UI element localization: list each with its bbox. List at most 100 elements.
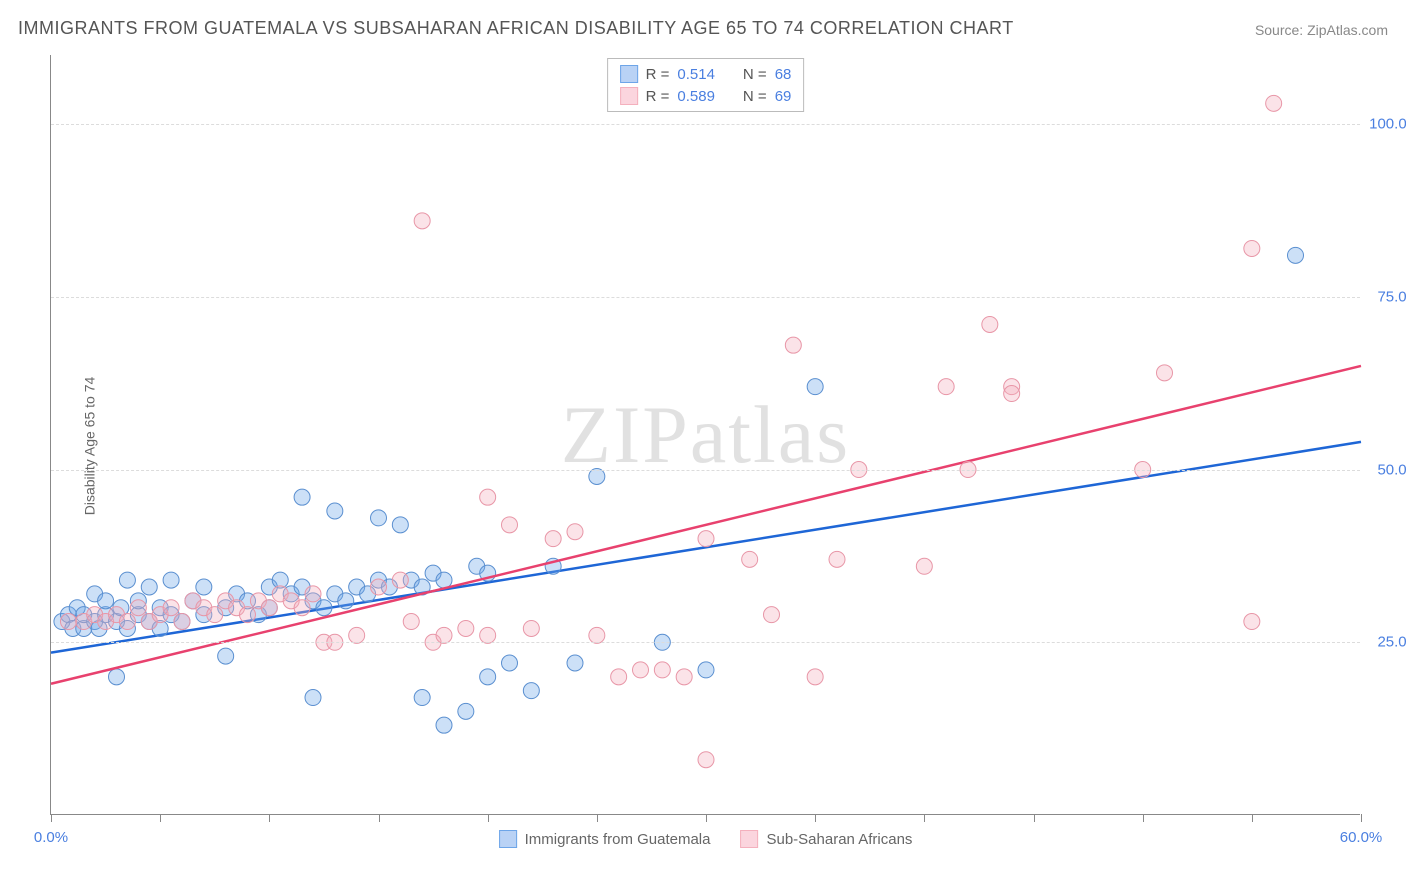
data-point — [458, 620, 474, 636]
n-value: 68 — [775, 66, 792, 83]
data-point — [305, 690, 321, 706]
x-tick — [706, 814, 707, 822]
data-point — [414, 690, 430, 706]
source-label: Source: ZipAtlas.com — [1255, 22, 1388, 38]
data-point — [294, 600, 310, 616]
data-point — [119, 572, 135, 588]
data-point — [392, 572, 408, 588]
legend-correlation-row: R =0.514N =68 — [620, 63, 792, 85]
x-tick — [160, 814, 161, 822]
x-tick — [924, 814, 925, 822]
gridline-h — [51, 642, 1360, 643]
legend-swatch — [740, 830, 758, 848]
x-tick — [488, 814, 489, 822]
legend-correlation-row: R = 0.589 N = 69 — [620, 85, 792, 107]
legend-series-label: Sub-Saharan Africans — [766, 831, 912, 848]
x-tick — [1143, 814, 1144, 822]
data-point — [98, 593, 114, 609]
data-point — [371, 579, 387, 595]
data-point — [1288, 247, 1304, 263]
legend-series: Immigrants from Guatemala Sub-Saharan Afr… — [499, 830, 913, 848]
data-point — [611, 669, 627, 685]
legend-series-entry: Sub-Saharan Africans — [740, 830, 912, 848]
legend-correlation: R = 0.514 N = 68 R = 0.589 N = 69 — [607, 58, 805, 112]
data-point — [785, 337, 801, 353]
data-point — [436, 717, 452, 733]
y-tick-label: 50.0% — [1377, 461, 1406, 478]
legend-series-label: Immigrants from Guatemala — [525, 831, 711, 848]
gridline-h — [51, 470, 1360, 471]
data-point — [1157, 365, 1173, 381]
data-point — [676, 669, 692, 685]
data-point — [436, 627, 452, 643]
gridline-h — [51, 124, 1360, 125]
chart-container: IMMIGRANTS FROM GUATEMALA VS SUBSAHARAN … — [0, 0, 1406, 892]
x-tick — [51, 814, 52, 822]
y-tick-label: 75.0% — [1377, 288, 1406, 305]
data-point — [261, 600, 277, 616]
x-tick — [1034, 814, 1035, 822]
data-point — [1004, 386, 1020, 402]
plot-svg — [51, 55, 1360, 814]
data-point — [109, 669, 125, 685]
plot-area: ZIPatlas R =0.514N =68R =0.589N =69 Immi… — [50, 55, 1360, 815]
data-point — [414, 213, 430, 229]
data-point — [480, 669, 496, 685]
data-point — [196, 579, 212, 595]
x-tick — [379, 814, 380, 822]
data-point — [371, 510, 387, 526]
data-point — [589, 468, 605, 484]
data-point — [480, 489, 496, 505]
data-point — [338, 593, 354, 609]
data-point — [327, 503, 343, 519]
data-point — [141, 579, 157, 595]
r-value: 0.589 — [677, 88, 715, 105]
data-point — [294, 489, 310, 505]
data-point — [502, 517, 518, 533]
y-tick-label: 25.0% — [1377, 634, 1406, 651]
data-point — [1266, 95, 1282, 111]
data-point — [174, 614, 190, 630]
data-point — [240, 607, 256, 623]
data-point — [916, 558, 932, 574]
gridline-h — [51, 297, 1360, 298]
legend-swatch — [499, 830, 517, 848]
x-tick — [1361, 814, 1362, 822]
data-point — [436, 572, 452, 588]
data-point — [316, 600, 332, 616]
data-point — [698, 662, 714, 678]
data-point — [589, 627, 605, 643]
r-label: R = — [646, 88, 670, 105]
data-point — [938, 379, 954, 395]
data-point — [163, 600, 179, 616]
n-label: N = — [743, 88, 767, 105]
data-point — [480, 627, 496, 643]
data-point — [119, 614, 135, 630]
r-label: R = — [646, 66, 670, 83]
data-point — [742, 551, 758, 567]
data-point — [163, 572, 179, 588]
r-value: 0.514 — [677, 66, 715, 83]
x-tick-label: 0.0% — [34, 829, 68, 846]
data-point — [633, 662, 649, 678]
y-tick-label: 100.0% — [1369, 116, 1406, 133]
legend-series-entry: Immigrants from Guatemala — [499, 830, 711, 848]
data-point — [545, 531, 561, 547]
data-point — [698, 531, 714, 547]
n-value: 69 — [775, 88, 792, 105]
x-tick — [815, 814, 816, 822]
x-tick — [1252, 814, 1253, 822]
data-point — [523, 620, 539, 636]
data-point — [458, 703, 474, 719]
x-tick — [269, 814, 270, 822]
data-point — [403, 614, 419, 630]
legend-swatch — [620, 65, 638, 83]
data-point — [1244, 614, 1260, 630]
x-tick — [597, 814, 598, 822]
regression-line — [51, 366, 1361, 684]
data-point — [502, 655, 518, 671]
data-point — [807, 379, 823, 395]
data-point — [218, 648, 234, 664]
data-point — [829, 551, 845, 567]
data-point — [982, 316, 998, 332]
